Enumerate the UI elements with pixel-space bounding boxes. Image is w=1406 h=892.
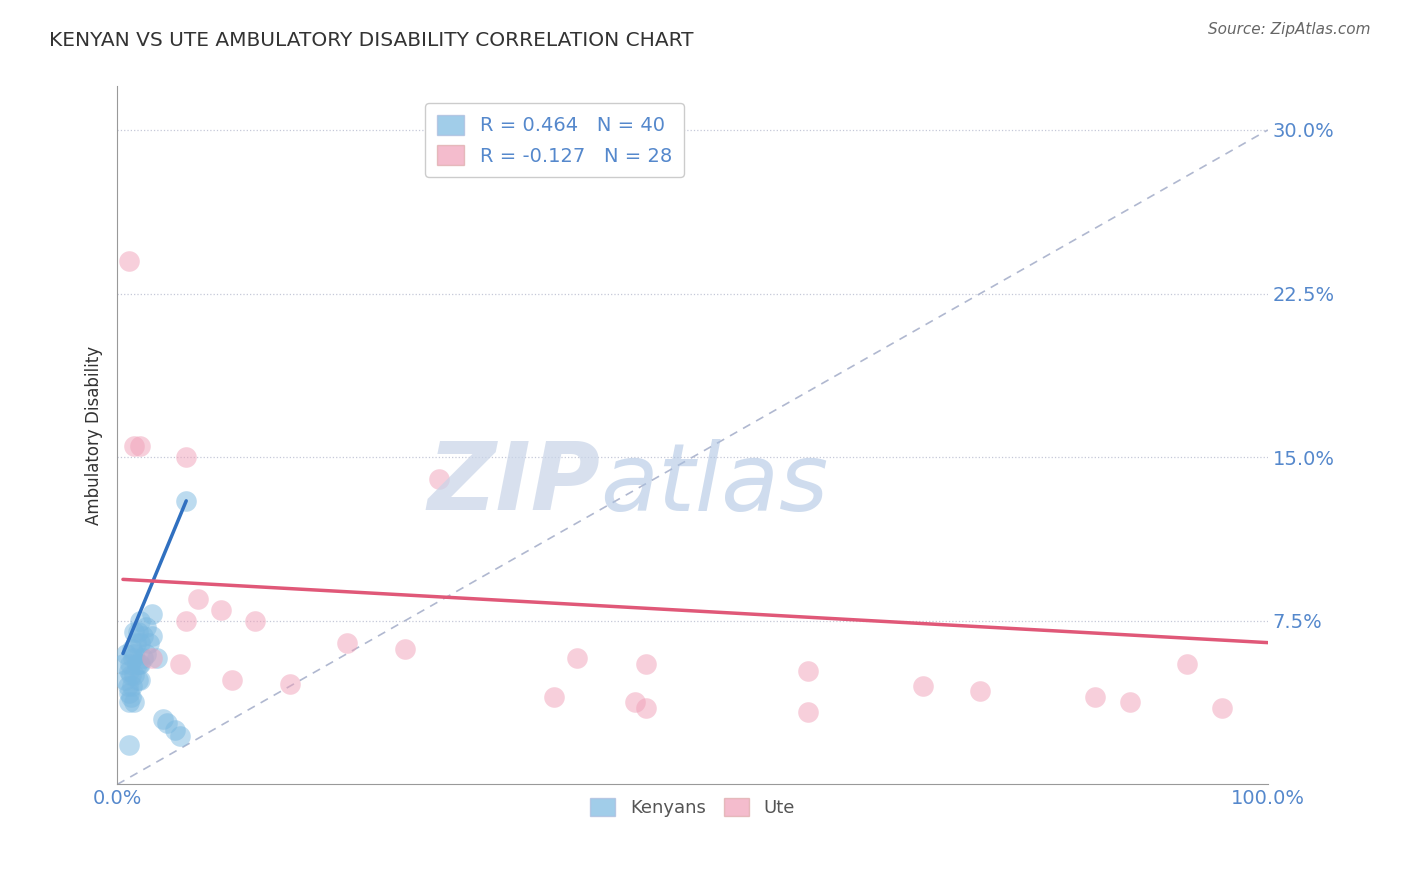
Point xyxy=(124,694,146,708)
Point xyxy=(122,651,145,665)
Legend: Kenyans, Ute: Kenyans, Ute xyxy=(583,790,801,824)
Point xyxy=(121,642,143,657)
Point xyxy=(115,647,138,661)
Point xyxy=(1175,657,1198,672)
Point xyxy=(394,642,416,657)
Point xyxy=(114,673,136,687)
Point xyxy=(169,657,191,672)
Point xyxy=(118,686,141,700)
Point xyxy=(118,657,141,672)
Point xyxy=(146,651,169,665)
Point xyxy=(120,668,142,682)
Point xyxy=(174,450,197,465)
Point xyxy=(911,679,934,693)
Point xyxy=(118,253,141,268)
Point xyxy=(124,668,146,682)
Point xyxy=(427,472,450,486)
Point xyxy=(1211,701,1233,715)
Text: atlas: atlas xyxy=(600,439,828,530)
Point xyxy=(127,624,149,639)
Y-axis label: Ambulatory Disability: Ambulatory Disability xyxy=(86,346,103,525)
Point xyxy=(135,620,157,634)
Point xyxy=(336,635,359,649)
Point xyxy=(636,701,658,715)
Point xyxy=(124,647,146,661)
Point xyxy=(129,439,152,453)
Point xyxy=(152,712,174,726)
Point xyxy=(1084,690,1107,705)
Point xyxy=(156,716,179,731)
Point xyxy=(129,614,152,628)
Point xyxy=(111,657,134,672)
Point xyxy=(129,657,152,672)
Point xyxy=(163,723,186,737)
Point xyxy=(118,664,141,678)
Point xyxy=(138,635,160,649)
Point xyxy=(141,629,163,643)
Point xyxy=(141,651,163,665)
Point xyxy=(118,694,141,708)
Point xyxy=(127,673,149,687)
Point xyxy=(543,690,565,705)
Point xyxy=(796,664,818,678)
Point xyxy=(174,614,197,628)
Point xyxy=(129,635,152,649)
Point xyxy=(124,635,146,649)
Point xyxy=(120,690,142,705)
Point xyxy=(124,439,146,453)
Point xyxy=(131,651,153,665)
Point xyxy=(221,673,243,687)
Point xyxy=(245,614,267,628)
Point xyxy=(118,738,141,752)
Point xyxy=(624,694,647,708)
Point xyxy=(169,730,191,744)
Text: ZIP: ZIP xyxy=(427,438,600,530)
Point xyxy=(124,624,146,639)
Point xyxy=(135,647,157,661)
Point xyxy=(125,657,148,672)
Point xyxy=(1118,694,1140,708)
Point xyxy=(209,603,232,617)
Point xyxy=(117,679,139,693)
Point xyxy=(128,657,150,672)
Point xyxy=(174,493,197,508)
Text: Source: ZipAtlas.com: Source: ZipAtlas.com xyxy=(1208,22,1371,37)
Point xyxy=(796,706,818,720)
Point xyxy=(129,673,152,687)
Point xyxy=(969,683,991,698)
Text: KENYAN VS UTE AMBULATORY DISABILITY CORRELATION CHART: KENYAN VS UTE AMBULATORY DISABILITY CORR… xyxy=(49,31,693,50)
Point xyxy=(141,607,163,622)
Point xyxy=(121,679,143,693)
Point xyxy=(567,651,589,665)
Point xyxy=(131,629,153,643)
Point xyxy=(187,592,209,607)
Point xyxy=(278,677,301,691)
Point xyxy=(636,657,658,672)
